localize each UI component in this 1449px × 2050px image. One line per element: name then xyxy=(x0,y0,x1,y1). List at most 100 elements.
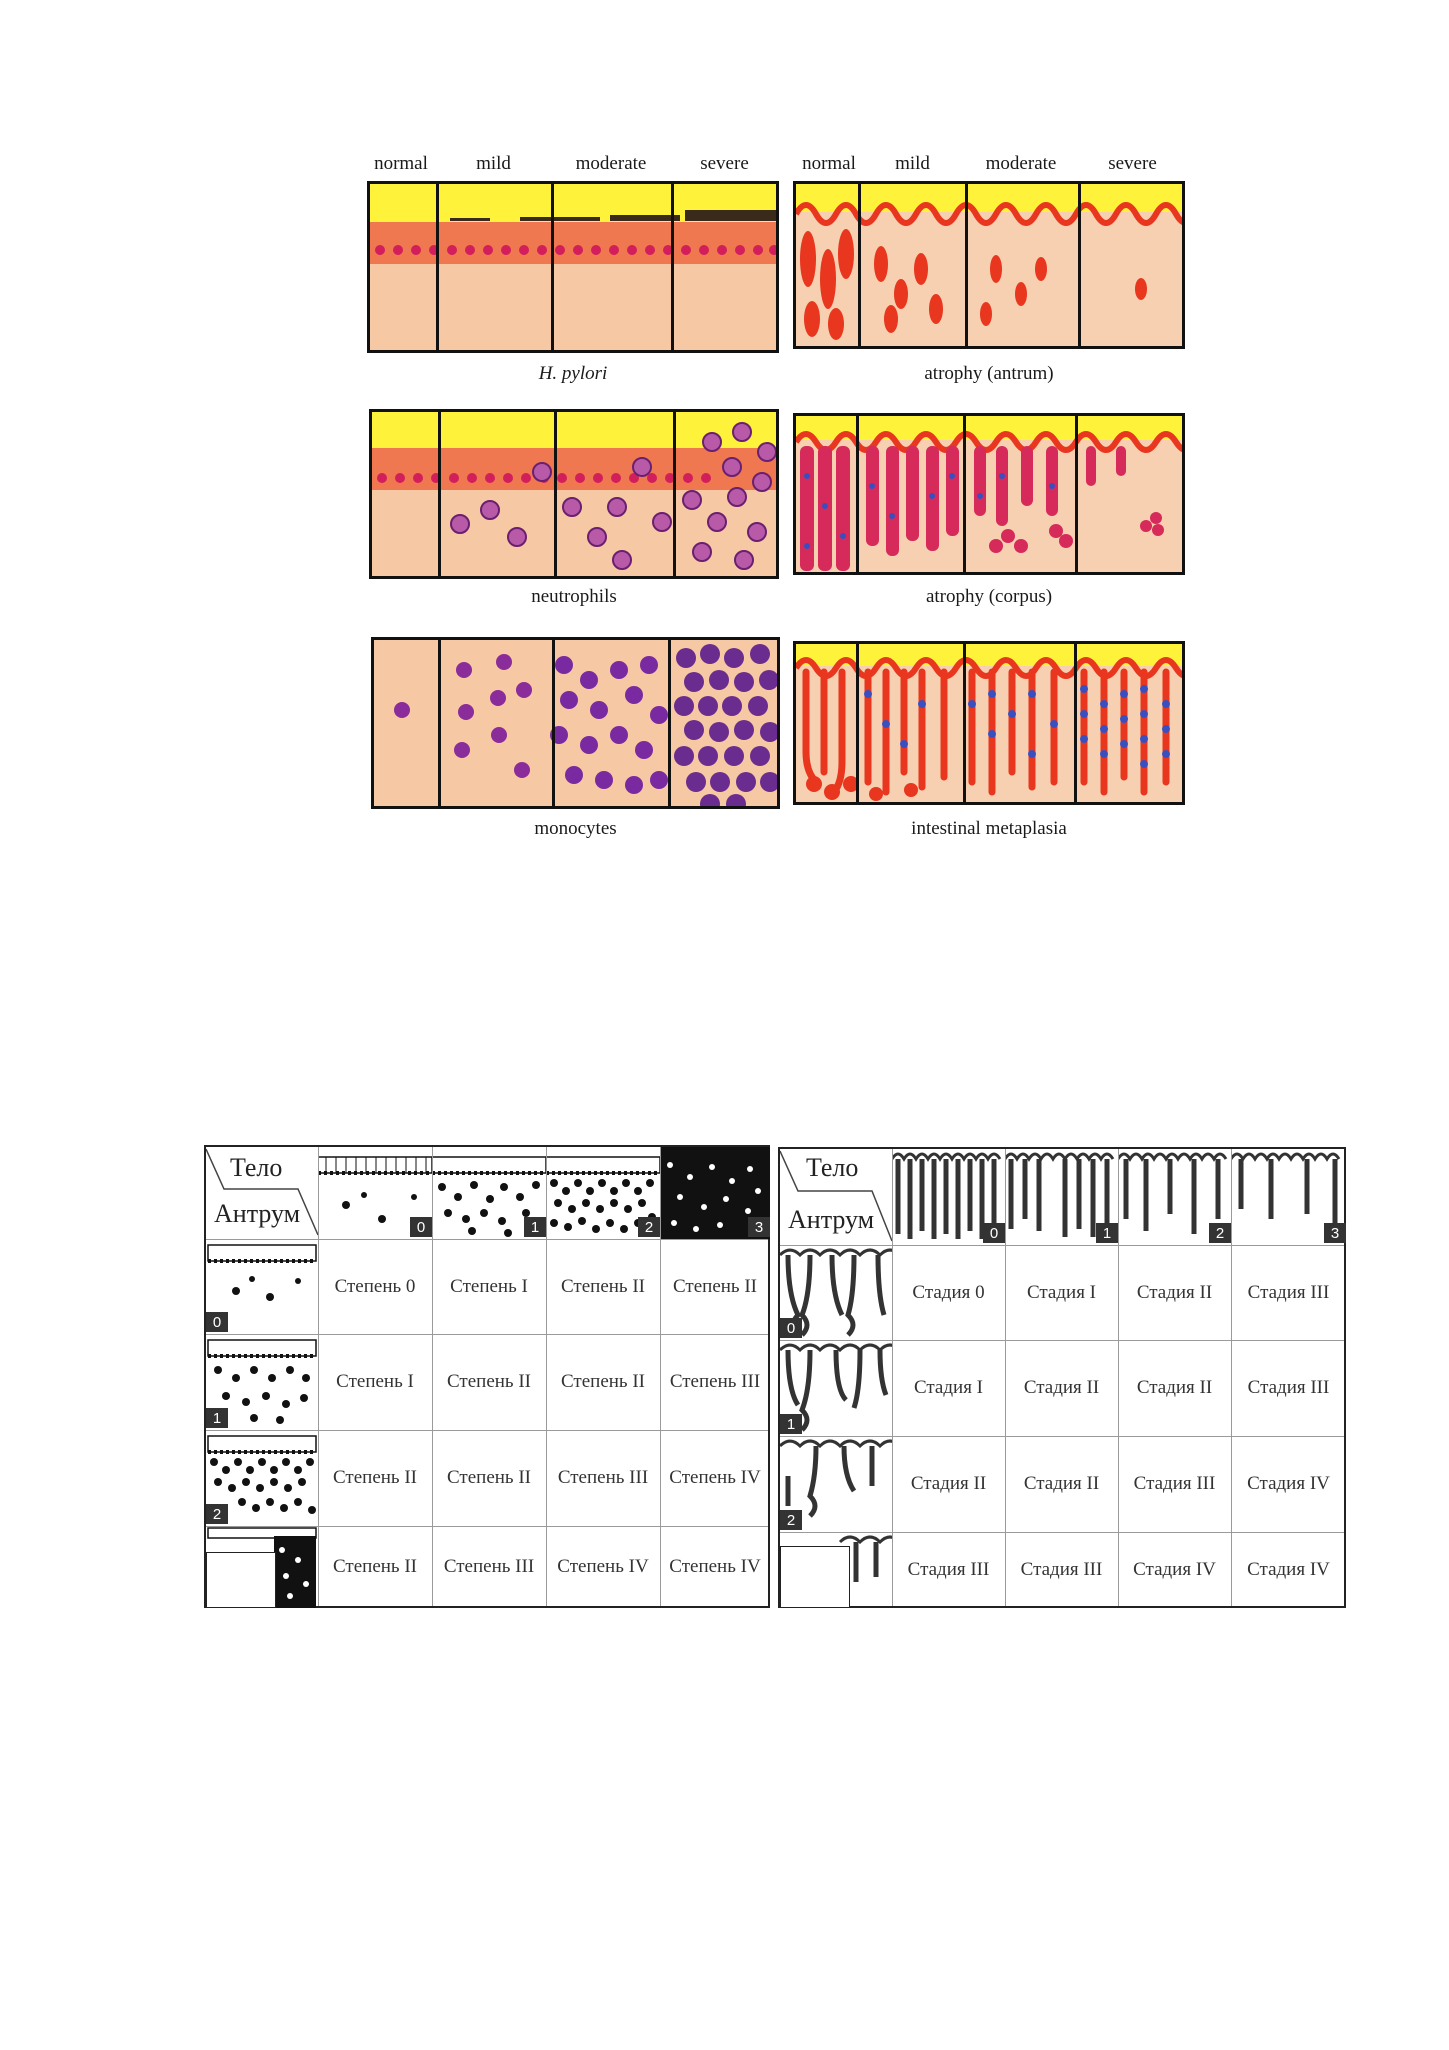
corpus-stage-0-illustration xyxy=(892,1152,1002,1239)
column-badge: 2 xyxy=(638,1217,660,1237)
caption-neutrophils: neutrophils xyxy=(531,586,617,607)
table-corner: Тело Антрум xyxy=(780,1149,892,1245)
row-badge: 0 xyxy=(780,1318,802,1338)
corner-top-label: Тело xyxy=(230,1153,283,1182)
row-badge: 2 xyxy=(206,1504,228,1524)
grade-label: severe xyxy=(1108,153,1157,174)
antrum-thumb-3 xyxy=(780,1532,892,1608)
corpus-stage-3-illustration xyxy=(1231,1152,1341,1229)
stage-cell: Стадия III xyxy=(907,1559,990,1580)
stage-cell: Стадия III xyxy=(1247,1377,1330,1398)
atrophy-antrum-illustration xyxy=(796,184,1182,346)
atrophy-antrum-panel xyxy=(793,181,1185,349)
grade-cell: Степень II xyxy=(561,1275,645,1297)
row-badge: 1 xyxy=(780,1414,802,1434)
stage-cell: Стадия III xyxy=(1020,1559,1103,1580)
corner-top-label: Тело xyxy=(806,1153,859,1182)
column-badge: 1 xyxy=(524,1217,546,1237)
atrophy-stage-table: Тело Антрум 0 1 2 3 xyxy=(778,1147,1346,1608)
grade-label: mild xyxy=(476,153,511,174)
grid-line xyxy=(206,1526,768,1527)
column-badge: 0 xyxy=(983,1223,1005,1243)
row-badge: 1 xyxy=(206,1408,228,1428)
column-badge: 3 xyxy=(748,1217,770,1237)
table-corner: Тело Антрум xyxy=(206,1147,318,1239)
grid-line xyxy=(1118,1149,1119,1606)
gastritis-grade-table: Тело Антрум 0 1 xyxy=(204,1145,770,1608)
antrum-stage-0-illustration xyxy=(780,1248,892,1337)
antrum-blank-box xyxy=(780,1546,850,1608)
hpylori-panel xyxy=(367,181,779,353)
corpus-thumb-1 xyxy=(432,1147,546,1239)
grid-line xyxy=(1231,1149,1232,1606)
grade-cell: Степень II xyxy=(673,1275,757,1297)
stage-cell: Стадия IV xyxy=(1133,1559,1216,1580)
corpus-thumb-2 xyxy=(1118,1149,1231,1245)
grade-labels-left: normal mild moderate severe xyxy=(366,153,778,175)
grade-label: mild xyxy=(895,153,930,174)
corpus-stage-1-illustration xyxy=(1005,1152,1115,1237)
antrum-grade-2-illustration xyxy=(207,1435,317,1514)
grade-label: normal xyxy=(802,153,856,174)
stage-cell: Стадия III xyxy=(1133,1473,1216,1494)
neutrophils-panel xyxy=(369,409,779,579)
antrum-thumb-1 xyxy=(780,1340,892,1436)
neutrophils-illustration xyxy=(372,412,776,576)
grid-line xyxy=(780,1245,1344,1246)
caption-monocytes: monocytes xyxy=(534,818,617,839)
grid-line xyxy=(206,1430,768,1431)
atrophy-corpus-illustration xyxy=(796,416,1182,572)
intestinal-metaplasia-illustration xyxy=(796,644,1182,802)
corpus-thumb-0 xyxy=(892,1149,1005,1245)
grade-cell: Степень II xyxy=(333,1556,417,1577)
grade-cell: Степень III xyxy=(669,1371,761,1392)
corpus-grade-1-illustration xyxy=(432,1156,546,1237)
antrum-blank-box xyxy=(206,1552,276,1608)
grid-line xyxy=(206,1239,768,1240)
grid-line xyxy=(1005,1149,1006,1606)
column-badge: 0 xyxy=(410,1217,432,1237)
grade-label: moderate xyxy=(575,153,647,174)
stage-cell: Стадия II xyxy=(1023,1473,1100,1494)
column-badge: 3 xyxy=(1324,1223,1346,1243)
antrum-stage-1-illustration xyxy=(780,1343,892,1432)
grid-line xyxy=(432,1147,433,1606)
antrum-grade-1-illustration xyxy=(207,1339,317,1424)
grade-labels-right: normal mild moderate severe xyxy=(793,153,1183,175)
antrum-stage-2-illustration xyxy=(780,1439,892,1518)
antrum-thumb-0 xyxy=(206,1239,318,1334)
grade-cell: Степень IV xyxy=(669,1467,761,1488)
grade-label: normal xyxy=(374,153,428,174)
stage-cell: Стадия II xyxy=(1136,1377,1213,1398)
stage-cell: Стадия II xyxy=(1136,1281,1213,1303)
antrum-grade-3-illustration xyxy=(207,1527,317,1608)
intestinal-metaplasia-panel xyxy=(793,641,1185,805)
grade-cell: Степень II xyxy=(447,1467,531,1488)
grid-line xyxy=(660,1147,661,1606)
grade-cell: Степень 0 xyxy=(334,1275,416,1297)
grid-line xyxy=(206,1334,768,1335)
antrum-thumb-2 xyxy=(206,1430,318,1526)
grid-line xyxy=(780,1436,1344,1437)
column-badge: 2 xyxy=(1209,1223,1231,1243)
corpus-thumb-1 xyxy=(1005,1149,1118,1245)
antrum-thumb-0 xyxy=(780,1245,892,1340)
caption-hpylori: H. pylori xyxy=(538,363,608,384)
monocytes-panel xyxy=(371,637,780,809)
caption-intestinal-metaplasia: intestinal metaplasia xyxy=(911,818,1067,839)
grid-line xyxy=(780,1532,1344,1533)
corpus-thumb-0 xyxy=(318,1147,432,1239)
corner-bottom-label: Антрум xyxy=(788,1205,875,1234)
corner-diagonal xyxy=(206,1148,318,1236)
grade-cell: Степень III xyxy=(557,1467,649,1488)
grade-cell: Степень IV xyxy=(669,1556,761,1577)
grade-cell: Степень III xyxy=(443,1556,535,1577)
stage-cell: Стадия 0 xyxy=(912,1281,985,1303)
stage-cell: Стадия IV xyxy=(1247,1559,1330,1580)
hpylori-illustration xyxy=(370,184,776,350)
monocytes-illustration xyxy=(374,640,777,806)
antrum-grade-0-illustration xyxy=(207,1244,317,1301)
stage-cell: Стадия III xyxy=(1247,1281,1330,1303)
corner-diagonal xyxy=(780,1150,892,1242)
antrum-thumb-3 xyxy=(206,1526,318,1608)
